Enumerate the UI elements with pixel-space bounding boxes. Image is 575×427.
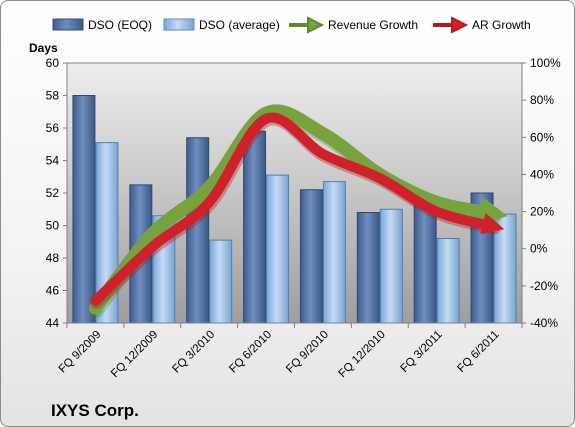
- chart-title: IXYS Corp.: [51, 401, 139, 420]
- series-dso-eoq: [72, 95, 494, 324]
- y-axis-label: Days: [29, 41, 58, 55]
- legend-label-dso-eoq: DSO (EOQ): [88, 18, 152, 32]
- bar-dso-eoq: [413, 203, 437, 324]
- category-label: FQ 6/2010: [227, 329, 274, 376]
- left-tick-label: 58: [46, 89, 60, 103]
- legend: DSO (EOQ) DSO (average) Revenue Growth A…: [52, 16, 531, 34]
- left-tick-label: 48: [46, 251, 60, 265]
- left-tick-label: 54: [46, 154, 60, 168]
- bar-dso-eoq: [186, 137, 210, 324]
- category-label: FQ 9/2010: [284, 329, 331, 376]
- right-tick-label: 40%: [530, 167, 554, 181]
- series-dso-average: [95, 142, 517, 324]
- line-revenue-growth: [88, 104, 508, 315]
- right-tick-label: -20%: [530, 279, 558, 293]
- left-tick-label: 50: [46, 219, 60, 233]
- legend-label-ar-growth: AR Growth: [472, 18, 531, 32]
- left-tick-label: 56: [46, 121, 60, 135]
- bar-dso-eoq: [356, 212, 380, 324]
- bar-dso-average: [266, 174, 290, 324]
- legend-arrow-revenue-growth: [289, 16, 325, 34]
- bar-dso-eoq: [72, 95, 96, 324]
- right-axis-ticks: -40% -20% 0% 20% 40% 60% 80% 100%: [522, 56, 561, 330]
- legend-label-dso-average: DSO (average): [199, 18, 280, 32]
- bar-dso-average: [209, 239, 233, 324]
- category-label: FQ 12/2010: [337, 329, 388, 380]
- category-label: FQ 9/2009: [57, 329, 104, 376]
- bar-dso-eoq: [243, 130, 267, 324]
- growth-lines: [88, 104, 508, 318]
- bar-dso-average: [436, 238, 460, 324]
- category-labels: FQ 9/2009 FQ 12/2009 FQ 3/2010 FQ 6/2010 FQ …: [57, 323, 523, 380]
- category-label: FQ 12/2009: [109, 329, 160, 380]
- left-axis-ticks: 44 46 48 50 52 54 56 58 60: [46, 56, 67, 330]
- right-tick-label: 0%: [530, 242, 548, 256]
- left-tick-label: 44: [46, 316, 60, 330]
- right-tick-label: 80%: [530, 93, 554, 107]
- right-tick-label: 100%: [530, 56, 561, 70]
- right-tick-label: 60%: [530, 130, 554, 144]
- category-label: FQ 3/2011: [398, 329, 444, 375]
- right-tick-label: 20%: [530, 205, 554, 219]
- legend-swatch-dso-eoq: [52, 18, 84, 31]
- legend-label-revenue-growth: Revenue Growth: [328, 18, 418, 32]
- category-label: FQ 3/2010: [170, 329, 217, 376]
- category-label: FQ 6/2011: [455, 329, 501, 375]
- bar-dso-eoq: [299, 189, 323, 324]
- right-tick-label: -40%: [530, 316, 558, 330]
- legend-swatch-dso-average: [163, 18, 195, 31]
- left-tick-label: 46: [46, 284, 60, 298]
- bar-dso-average: [379, 208, 403, 324]
- legend-arrow-ar-growth: [433, 16, 469, 34]
- line-ar-growth: [90, 112, 505, 306]
- left-tick-label: 52: [46, 186, 60, 200]
- bar-dso-average: [322, 181, 346, 324]
- left-tick-label: 60: [46, 56, 60, 70]
